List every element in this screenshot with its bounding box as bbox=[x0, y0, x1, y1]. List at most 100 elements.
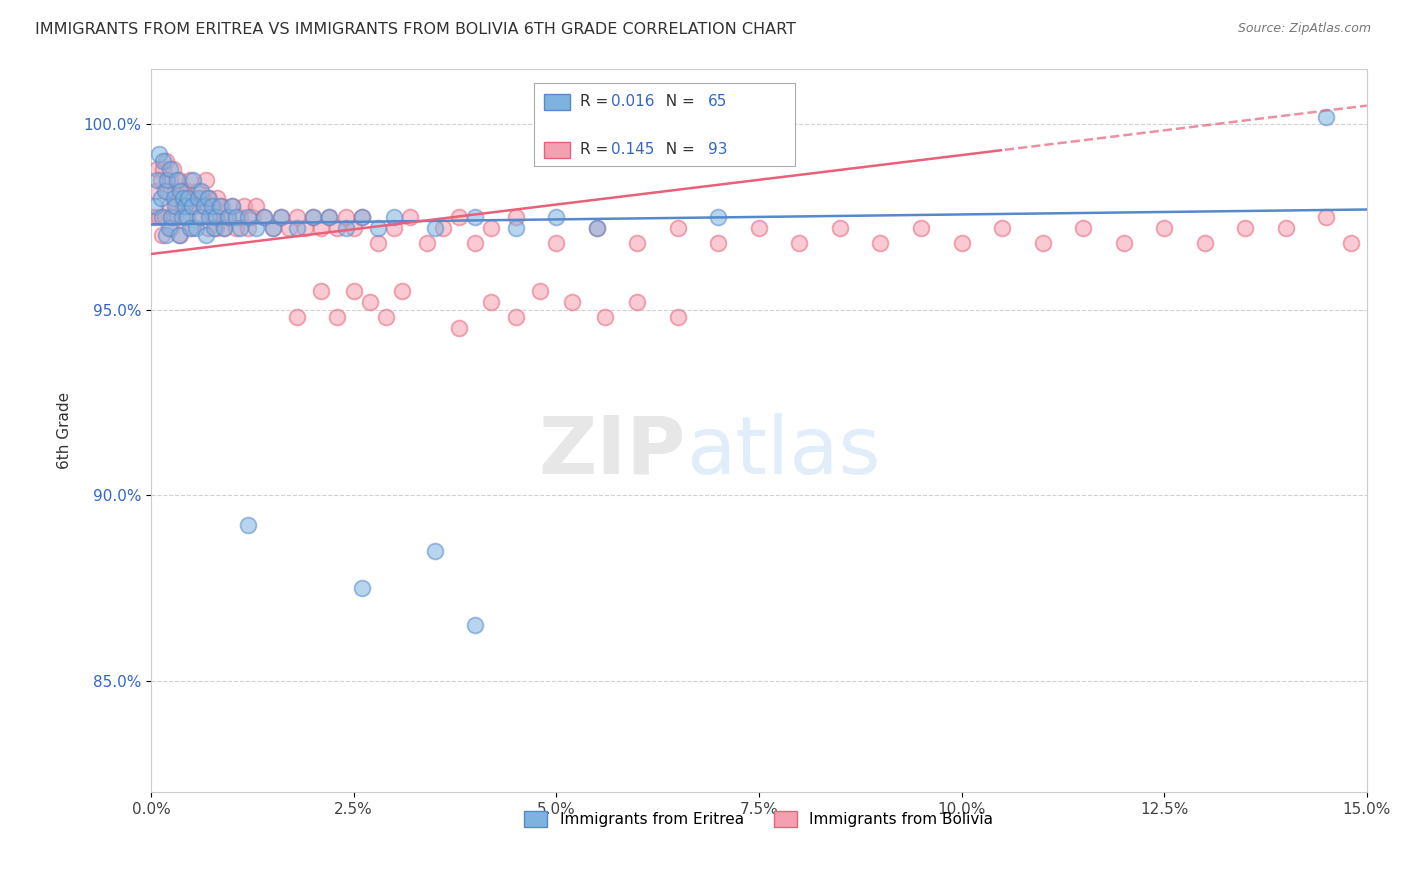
Point bbox=[148, 146, 170, 161]
Point bbox=[707, 210, 730, 224]
Point bbox=[181, 191, 204, 205]
Point bbox=[155, 228, 177, 243]
Point bbox=[910, 221, 932, 235]
Point bbox=[179, 173, 201, 187]
Point bbox=[193, 199, 215, 213]
Point bbox=[991, 221, 1014, 235]
Point bbox=[359, 295, 381, 310]
Point bbox=[318, 210, 340, 224]
Point bbox=[309, 221, 332, 235]
Point bbox=[626, 295, 648, 310]
Point bbox=[505, 310, 527, 324]
Point bbox=[179, 221, 201, 235]
Point bbox=[167, 173, 190, 187]
Point bbox=[481, 221, 503, 235]
Point bbox=[217, 210, 239, 224]
Point bbox=[177, 199, 200, 213]
Point bbox=[270, 210, 292, 224]
Point bbox=[277, 221, 299, 235]
Point bbox=[149, 191, 172, 205]
Point bbox=[238, 517, 260, 532]
Point bbox=[233, 199, 256, 213]
Point bbox=[146, 161, 169, 176]
Point bbox=[626, 235, 648, 250]
Point bbox=[302, 210, 325, 224]
Point bbox=[172, 191, 194, 205]
Point bbox=[150, 228, 173, 243]
Point bbox=[285, 210, 308, 224]
Point bbox=[225, 210, 247, 224]
Point bbox=[166, 199, 188, 213]
Point bbox=[221, 199, 243, 213]
Point bbox=[148, 210, 170, 224]
Y-axis label: 6th Grade: 6th Grade bbox=[58, 392, 72, 469]
FancyBboxPatch shape bbox=[534, 83, 796, 166]
Point bbox=[240, 210, 263, 224]
Point bbox=[156, 173, 179, 187]
Point bbox=[169, 184, 191, 198]
Point bbox=[198, 191, 221, 205]
Point bbox=[343, 284, 366, 298]
Point bbox=[707, 235, 730, 250]
Point bbox=[176, 184, 198, 198]
Point bbox=[155, 154, 177, 169]
Point bbox=[180, 221, 202, 235]
Point bbox=[198, 210, 221, 224]
Text: R =: R = bbox=[581, 95, 613, 110]
Point bbox=[153, 210, 176, 224]
Point bbox=[309, 284, 332, 298]
Point bbox=[399, 210, 422, 224]
Point bbox=[221, 199, 243, 213]
Point bbox=[165, 199, 187, 213]
Point bbox=[229, 221, 252, 235]
Point bbox=[1315, 110, 1337, 124]
Text: 0.145: 0.145 bbox=[610, 142, 654, 157]
Point bbox=[294, 221, 316, 235]
Point bbox=[285, 310, 308, 324]
Point bbox=[238, 210, 260, 224]
Point bbox=[143, 199, 166, 213]
Point bbox=[212, 221, 235, 235]
Point bbox=[561, 295, 583, 310]
Point bbox=[153, 184, 176, 198]
Point bbox=[869, 235, 891, 250]
FancyBboxPatch shape bbox=[544, 94, 571, 110]
Text: N =: N = bbox=[655, 95, 699, 110]
Point bbox=[748, 221, 770, 235]
Point bbox=[197, 191, 219, 205]
Point bbox=[432, 221, 454, 235]
Point bbox=[174, 210, 197, 224]
Point bbox=[335, 221, 357, 235]
Point bbox=[162, 161, 184, 176]
Point bbox=[350, 210, 373, 224]
Point bbox=[211, 199, 233, 213]
Point bbox=[159, 173, 181, 187]
Point bbox=[343, 221, 366, 235]
Point bbox=[193, 199, 215, 213]
Point bbox=[188, 210, 211, 224]
Text: atlas: atlas bbox=[686, 413, 880, 491]
Point bbox=[505, 221, 527, 235]
Point bbox=[950, 235, 973, 250]
Point bbox=[172, 199, 194, 213]
Point bbox=[285, 221, 308, 235]
Point bbox=[253, 210, 276, 224]
Point bbox=[176, 210, 198, 224]
Point bbox=[1194, 235, 1216, 250]
Point bbox=[1071, 221, 1094, 235]
Point bbox=[157, 221, 180, 235]
Point bbox=[152, 154, 174, 169]
Point bbox=[382, 221, 405, 235]
Point bbox=[326, 221, 349, 235]
Point bbox=[181, 173, 204, 187]
Point bbox=[169, 228, 191, 243]
Point bbox=[326, 310, 349, 324]
Point bbox=[375, 310, 398, 324]
Point bbox=[335, 210, 357, 224]
Text: 93: 93 bbox=[707, 142, 727, 157]
Text: ZIP: ZIP bbox=[538, 413, 686, 491]
Point bbox=[423, 544, 446, 558]
Point bbox=[593, 310, 616, 324]
Point bbox=[188, 210, 211, 224]
Point bbox=[262, 221, 284, 235]
